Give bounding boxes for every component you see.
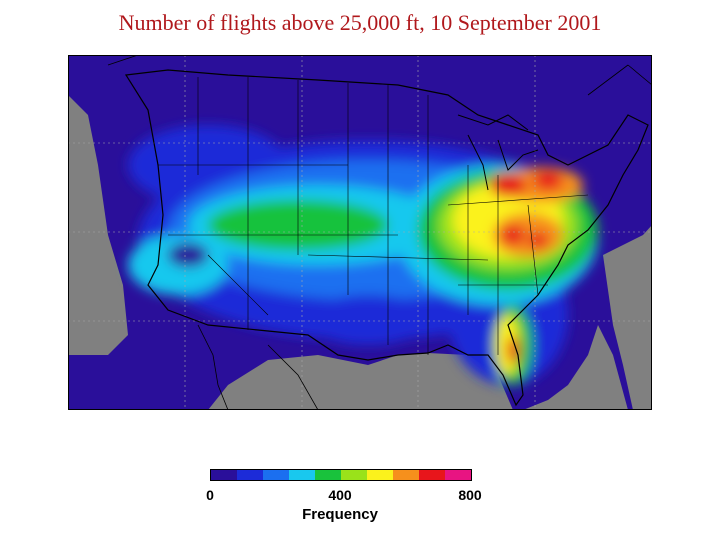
colorbar-segment [289,470,315,480]
colorbar-segment [341,470,367,480]
colorbar-segment [211,470,237,480]
flight-density-map [68,55,652,410]
tick-label-min: 0 [206,487,214,503]
great-lakes [457,114,539,191]
colorbar-segment [445,470,471,480]
density-field [128,125,598,385]
map-title: Number of flights above 25,000 ft, 10 Se… [118,10,602,35]
tick-label-max: 800 [458,487,482,503]
coverage-gulf-gap [208,353,513,410]
mexico-outline [197,324,319,410]
colorbar-segment [393,470,419,480]
map-svg [68,55,652,410]
us-outline [124,69,649,407]
colorbar-segment [419,470,445,480]
coverage-west-gap [68,115,96,345]
map-frame [68,55,652,410]
colorbar [210,469,472,481]
canada-outline [107,55,652,96]
state-borders [158,77,589,355]
colorbar-segment [367,470,393,480]
tick-label-mid: 400 [328,487,352,503]
colorbar-segment [263,470,289,480]
colorbar-segment [315,470,341,480]
coverage-east-gap [603,225,652,410]
colorbar-label: Frequency [302,506,378,523]
colorbar-segment [237,470,263,480]
graticule [68,55,652,410]
